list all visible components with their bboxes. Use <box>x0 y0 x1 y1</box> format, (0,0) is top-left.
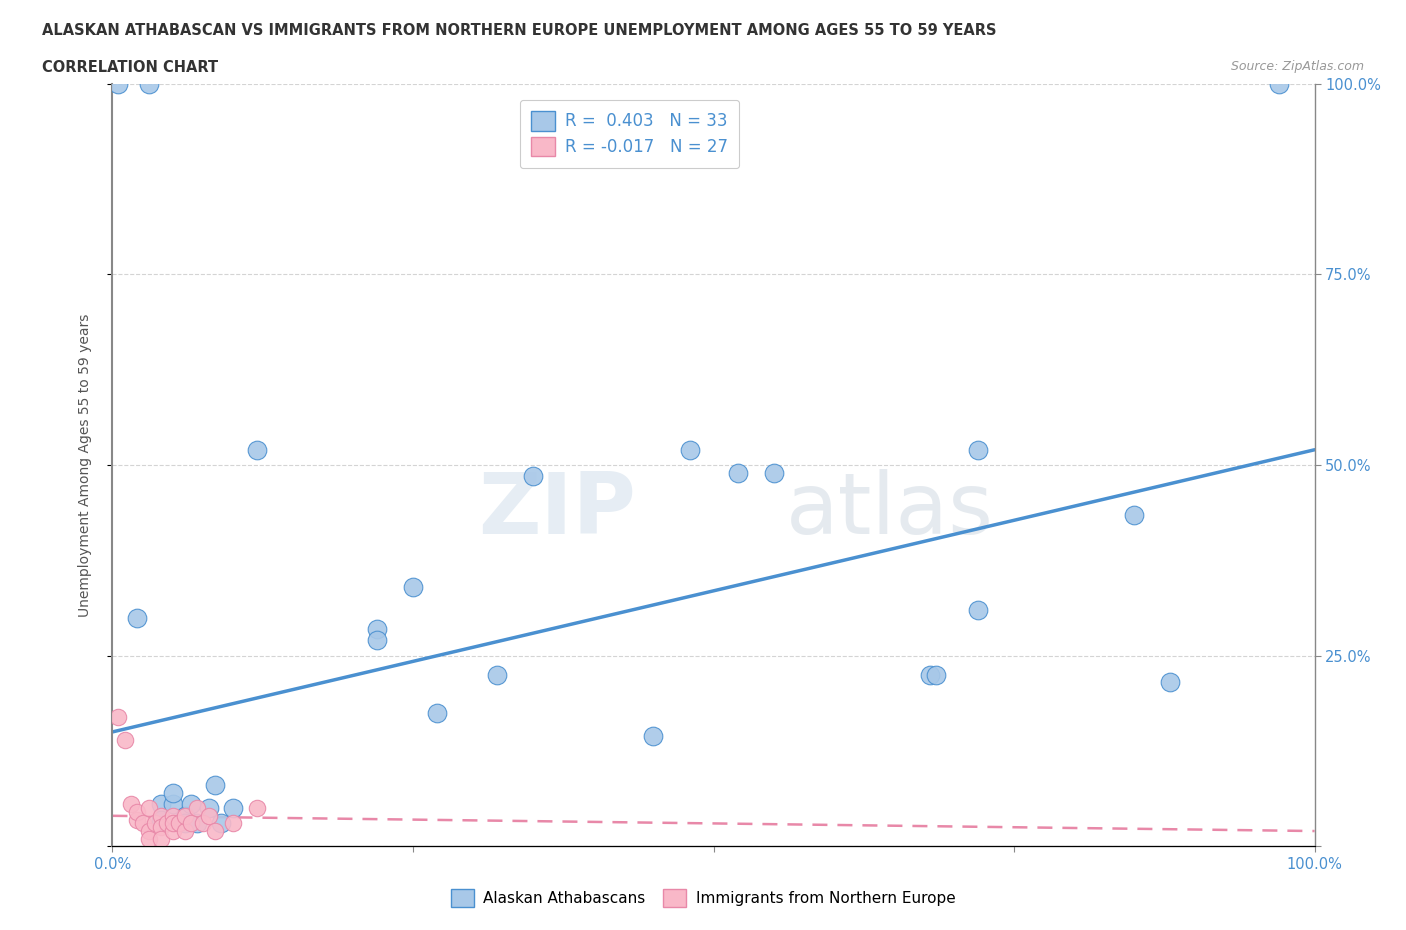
Point <box>138 801 160 816</box>
Point <box>197 801 219 816</box>
Point <box>149 820 172 835</box>
Point <box>120 797 142 812</box>
Point <box>149 831 172 846</box>
Point <box>209 816 232 830</box>
Point <box>138 76 160 91</box>
Legend: R =  0.403   N = 33, R = -0.017   N = 27: R = 0.403 N = 33, R = -0.017 N = 27 <box>520 100 740 168</box>
Point <box>149 808 172 823</box>
Point <box>678 443 700 458</box>
Point <box>107 710 129 724</box>
Point <box>162 816 184 830</box>
Point <box>162 797 184 812</box>
Point <box>1267 76 1289 91</box>
Point <box>222 816 245 830</box>
Point <box>1123 507 1146 522</box>
Point <box>762 465 785 480</box>
Point <box>125 610 148 625</box>
Point <box>204 777 226 792</box>
Point <box>967 443 990 458</box>
Point <box>727 465 749 480</box>
Point <box>426 706 449 721</box>
Point <box>180 797 202 812</box>
Legend: Alaskan Athabascans, Immigrants from Northern Europe: Alaskan Athabascans, Immigrants from Nor… <box>444 884 962 913</box>
Point <box>186 801 208 816</box>
Text: ALASKAN ATHABASCAN VS IMMIGRANTS FROM NORTHERN EUROPE UNEMPLOYMENT AMONG AGES 55: ALASKAN ATHABASCAN VS IMMIGRANTS FROM NO… <box>42 23 997 38</box>
Point <box>149 797 172 812</box>
Point <box>366 621 388 636</box>
Text: CORRELATION CHART: CORRELATION CHART <box>42 60 218 75</box>
Point <box>162 786 184 801</box>
Point <box>138 831 160 846</box>
Point <box>173 824 195 839</box>
Text: ZIP: ZIP <box>478 470 636 552</box>
Point <box>125 812 148 827</box>
Point <box>967 603 990 618</box>
Point <box>204 824 226 839</box>
Point <box>125 804 148 819</box>
Point <box>222 801 245 816</box>
Text: atlas: atlas <box>786 470 994 552</box>
Point <box>522 469 544 484</box>
Point <box>186 816 208 830</box>
Point <box>155 816 177 830</box>
Point <box>191 816 214 830</box>
Point <box>246 801 269 816</box>
Point <box>173 808 195 823</box>
Point <box>162 808 184 823</box>
Point <box>114 732 136 747</box>
Point <box>918 668 941 683</box>
Point <box>167 816 190 830</box>
Point <box>197 808 219 823</box>
Point <box>143 816 166 830</box>
Text: Source: ZipAtlas.com: Source: ZipAtlas.com <box>1230 60 1364 73</box>
Point <box>366 633 388 648</box>
Point <box>643 728 665 743</box>
Point <box>925 668 948 683</box>
Point <box>486 668 509 683</box>
Point <box>149 812 172 827</box>
Point <box>1159 675 1181 690</box>
Point <box>180 816 202 830</box>
Point <box>162 824 184 839</box>
Point <box>246 443 269 458</box>
Point <box>173 808 195 823</box>
Point <box>138 824 160 839</box>
Point <box>173 816 195 830</box>
Point <box>107 76 129 91</box>
Y-axis label: Unemployment Among Ages 55 to 59 years: Unemployment Among Ages 55 to 59 years <box>77 313 91 617</box>
Point <box>131 816 153 830</box>
Point <box>402 579 425 594</box>
